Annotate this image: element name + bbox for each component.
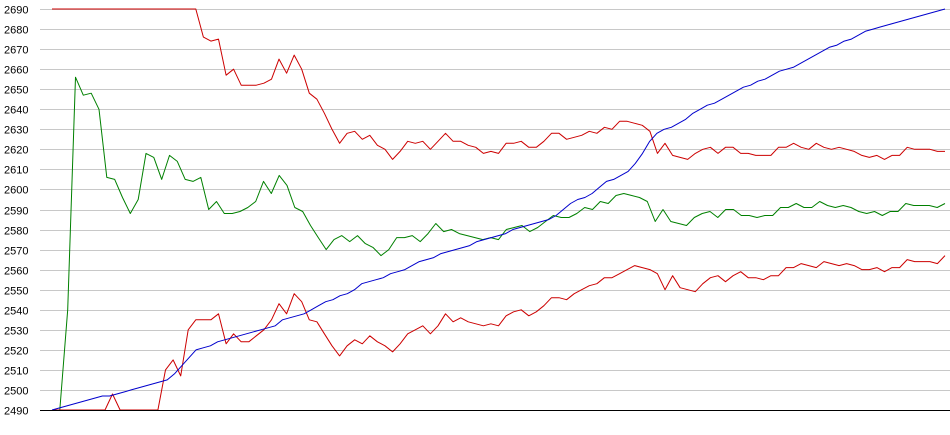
y-tick-label: 2550	[4, 286, 28, 298]
y-tick-label: 2660	[4, 65, 28, 77]
series-lines	[51, 8, 946, 411]
y-tick-label: 2620	[4, 145, 28, 157]
y-tick-label: 2530	[4, 326, 28, 338]
y-tick-label: 2570	[4, 246, 28, 258]
y-tick-label: 2680	[4, 25, 28, 37]
gridlines	[40, 9, 950, 411]
y-tick-label: 2500	[4, 386, 28, 398]
y-tick-label: 2580	[4, 226, 28, 238]
series-line-3	[52, 255, 946, 411]
y-tick-label: 2650	[4, 85, 28, 97]
y-tick-label: 2560	[4, 266, 28, 278]
y-axis-tick-labels: 2490 2500 2510 2520 2530 2540 2550 2560 2570 2580…	[4, 5, 28, 418]
y-tick-label: 2610	[4, 165, 28, 177]
y-tick-label: 2590	[4, 206, 28, 218]
series-line-1	[52, 8, 945, 160]
y-tick-label: 2510	[4, 366, 28, 378]
y-tick-label: 2690	[4, 5, 28, 17]
y-tick-label: 2490	[4, 406, 28, 418]
y-tick-label: 2640	[4, 105, 28, 117]
y-tick-label: 2520	[4, 346, 28, 358]
y-tick-label: 2630	[4, 125, 28, 137]
series-line-2	[52, 76, 946, 411]
y-tick-label: 2540	[4, 306, 28, 318]
series-line-4	[51, 8, 946, 411]
y-tick-label: 2670	[4, 45, 28, 57]
y-tick-label: 2600	[4, 185, 28, 197]
